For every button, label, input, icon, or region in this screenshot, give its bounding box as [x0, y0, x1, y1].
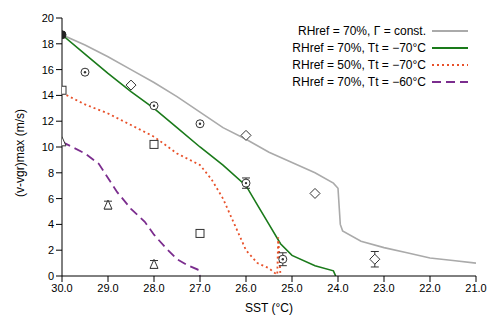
svg-text:12: 12 [42, 115, 54, 127]
svg-text:6: 6 [48, 193, 54, 205]
svg-text:8: 8 [48, 167, 54, 179]
html-text:RHref = 50%, Tt = −70°C: RHref = 50%, Tt = −70°C [292, 57, 426, 72]
svg-text:16: 16 [42, 64, 54, 76]
html-text:RHref = 70%, Γ = const.: RHref = 70%, Γ = const. [298, 23, 426, 38]
svg-text:26.0: 26.0 [235, 282, 256, 294]
svg-text:27.0: 27.0 [189, 282, 210, 294]
svg-text:14: 14 [42, 89, 54, 101]
svg-text:24.0: 24.0 [327, 282, 348, 294]
svg-text:(v-vgr)max (m/s): (v-vgr)max (m/s) [13, 109, 27, 197]
svg-text:2: 2 [48, 244, 54, 256]
svg-text:22.0: 22.0 [419, 282, 440, 294]
svg-text:10: 10 [42, 141, 54, 153]
svg-text:SST (°C): SST (°C) [245, 301, 293, 315]
svg-text:23.0: 23.0 [373, 282, 394, 294]
svg-text:28.0: 28.0 [143, 282, 164, 294]
svg-text:4: 4 [48, 218, 54, 230]
svg-text:18: 18 [42, 38, 54, 50]
svg-text:25.0: 25.0 [281, 282, 302, 294]
svg-text:20: 20 [42, 12, 54, 24]
svg-text:21.0: 21.0 [465, 282, 486, 294]
html-text:RHref = 70%, Tt = −60°C: RHref = 70%, Tt = −60°C [292, 74, 426, 89]
svg-text:30.0: 30.0 [51, 282, 72, 294]
svg-text:0: 0 [48, 270, 54, 282]
html-text:RHref = 70%, Tt = −70°C: RHref = 70%, Tt = −70°C [292, 40, 426, 55]
svg-text:29.0: 29.0 [97, 282, 118, 294]
